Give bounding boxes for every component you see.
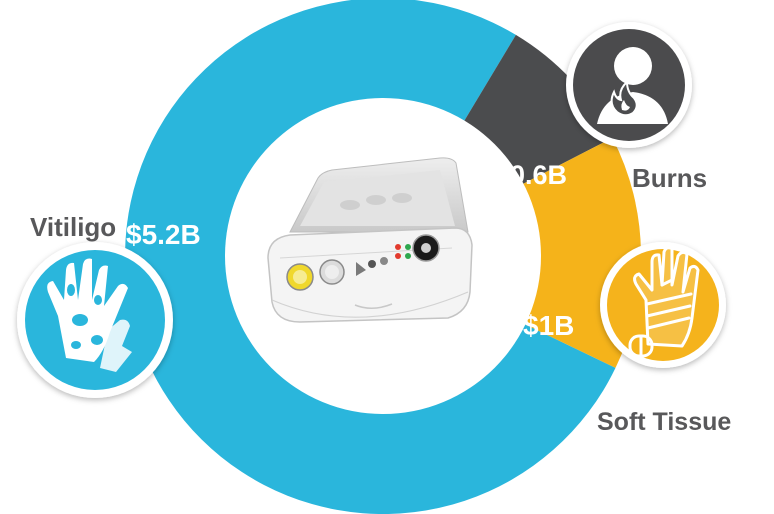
- burns-icon-badge: [566, 22, 692, 148]
- burns-category-label: Burns: [632, 163, 707, 193]
- bandaged-hand-icon: [628, 246, 700, 358]
- burns-value-label: $0.6B: [495, 160, 567, 190]
- burns-icon-bg: [573, 29, 685, 141]
- spotted-hand-icon: [47, 258, 132, 372]
- vitiligo-value-label: $5.2B: [126, 219, 201, 250]
- person-burn-icon: [597, 47, 668, 124]
- device-case-image: [267, 157, 473, 323]
- soft-tissue-value-label: $1B: [523, 310, 574, 341]
- vitiligo-category-label: Vitiligo: [30, 212, 116, 242]
- soft-tissue-category-label: Soft Tissue: [597, 408, 731, 436]
